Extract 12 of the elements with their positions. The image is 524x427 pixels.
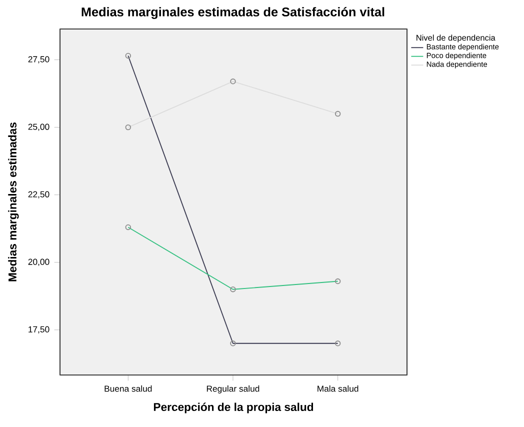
x-tick-label: Mala salud bbox=[318, 385, 358, 392]
x-tick-label: Regular salud bbox=[206, 385, 260, 394]
y-tick-label: 17,50 bbox=[28, 326, 50, 334]
chart-title: Medias marginales estimadas de Satisfacción vital bbox=[82, 7, 384, 19]
y-tick-label: 27,50 bbox=[28, 56, 50, 64]
y-tick-label: 22,50 bbox=[28, 191, 50, 198]
y-tick-label: 20,00 bbox=[28, 258, 50, 266]
y-axis-title: Medias marginales estimadas bbox=[8, 122, 19, 282]
y-tick-label: 25,00 bbox=[28, 124, 50, 131]
x-tick-label: Buena salud bbox=[104, 385, 152, 392]
legend-title: Nivel de dependencia bbox=[416, 34, 496, 42]
x-axis-title: Percepción de la propia salud bbox=[154, 402, 314, 414]
